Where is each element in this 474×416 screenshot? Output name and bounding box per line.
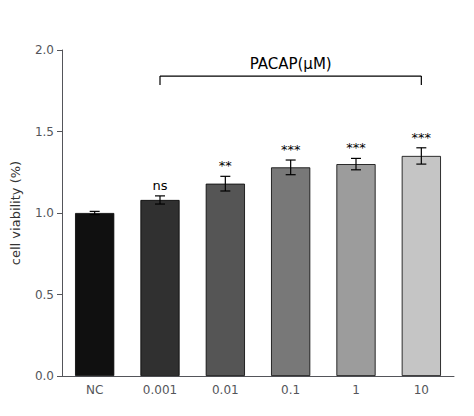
svg-text:***: *** xyxy=(412,130,432,145)
svg-text:0.01: 0.01 xyxy=(212,383,239,397)
svg-text:0.1: 0.1 xyxy=(281,383,300,397)
svg-text:10: 10 xyxy=(414,383,429,397)
svg-text:NC: NC xyxy=(86,383,103,397)
svg-text:***: *** xyxy=(281,142,301,157)
svg-text:1: 1 xyxy=(352,383,360,397)
svg-text:0.001: 0.001 xyxy=(143,383,177,397)
svg-text:1.5: 1.5 xyxy=(35,125,54,139)
svg-text:1.0: 1.0 xyxy=(35,206,54,220)
svg-text:2.0: 2.0 xyxy=(35,43,54,57)
svg-text:***: *** xyxy=(346,140,366,155)
svg-text:**: ** xyxy=(219,158,233,173)
svg-text:0.5: 0.5 xyxy=(35,288,54,302)
svg-text:PACAP(μM): PACAP(μM) xyxy=(250,55,332,73)
svg-text:ns: ns xyxy=(152,178,167,193)
svg-text:0.0: 0.0 xyxy=(35,369,54,383)
svg-text:cell viability (%): cell viability (%) xyxy=(8,161,23,265)
